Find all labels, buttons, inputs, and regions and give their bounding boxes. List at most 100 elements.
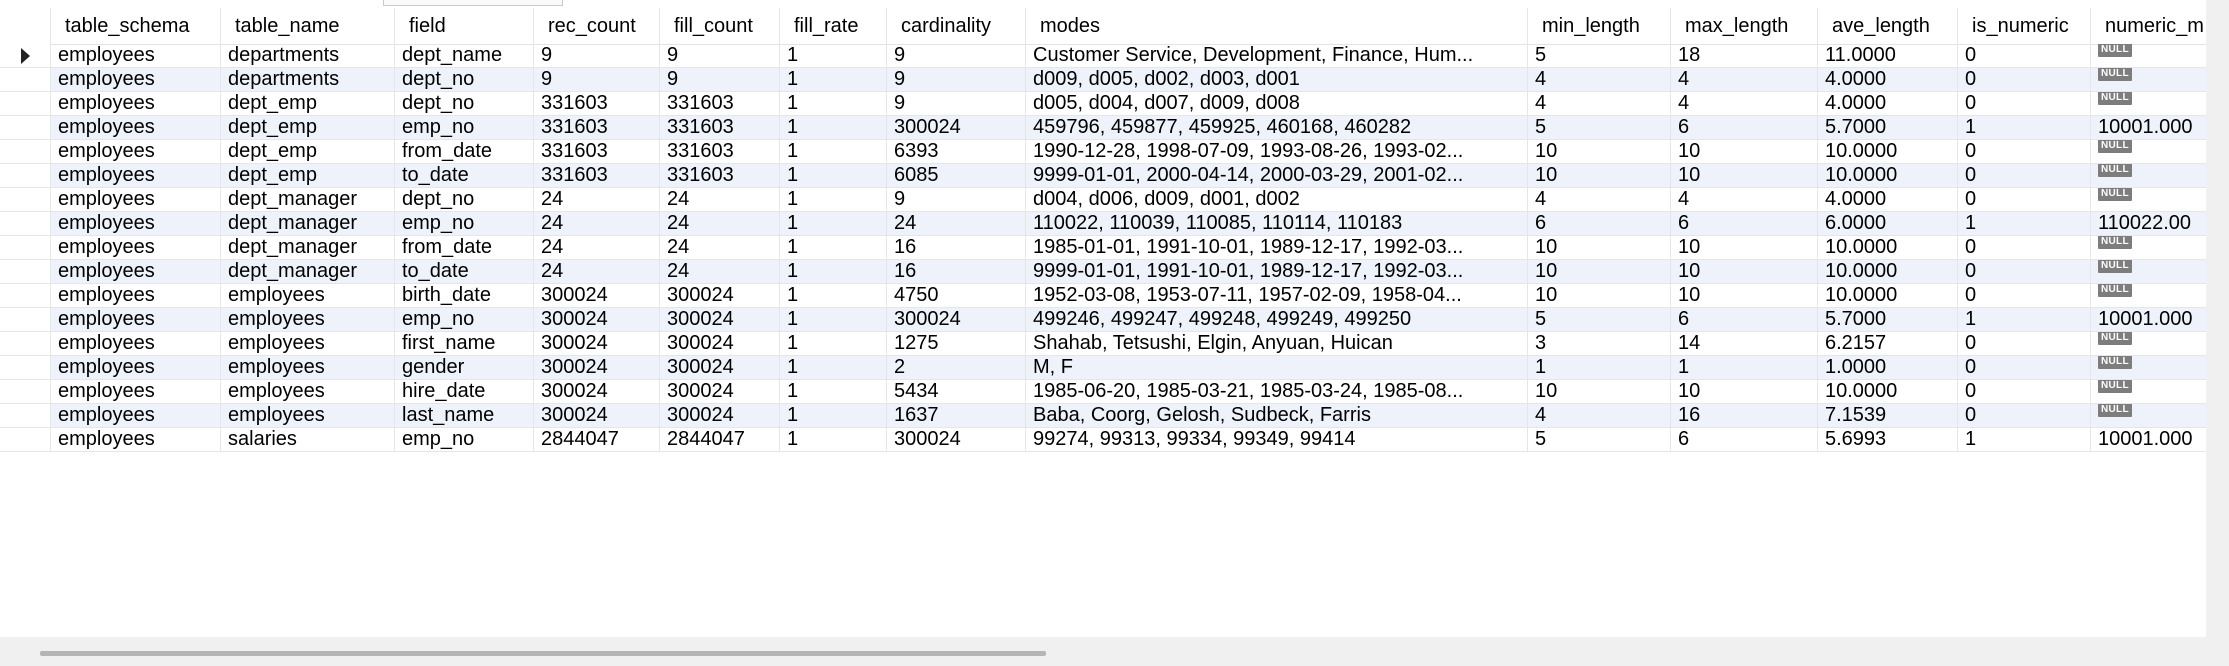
cell-cardinality[interactable]: 9 [887, 92, 1026, 116]
cell-table-schema[interactable]: employees [51, 212, 221, 236]
cell-modes[interactable]: 1952-03-08, 1953-07-11, 1957-02-09, 1958… [1026, 284, 1528, 308]
cell-table-name[interactable]: dept_manager [221, 212, 395, 236]
cell-min-length[interactable]: 1 [1528, 356, 1671, 380]
cell-max-length[interactable]: 14 [1671, 332, 1818, 356]
cell-numeric-min[interactable]: NULL [2091, 188, 2206, 212]
row-header[interactable] [0, 68, 51, 92]
cell-table-name[interactable]: employees [221, 308, 395, 332]
cell-field[interactable]: emp_no [395, 212, 534, 236]
cell-fill-count[interactable]: 24 [660, 188, 780, 212]
cell-field[interactable]: dept_no [395, 92, 534, 116]
cell-fill-count[interactable]: 2844047 [660, 428, 780, 452]
cell-table-schema[interactable]: employees [51, 116, 221, 140]
row-header[interactable] [0, 212, 51, 236]
cell-rec-count[interactable]: 300024 [534, 332, 660, 356]
cell-ave-length[interactable]: 10.0000 [1818, 236, 1958, 260]
result-grid[interactable]: table_schema table_name field rec_count … [0, 0, 2206, 637]
table-row[interactable]: employees employees emp_no 300024 300024 1 300… [0, 308, 2206, 332]
horizontal-scrollbar[interactable] [0, 637, 2206, 666]
cell-ave-length[interactable]: 5.7000 [1818, 308, 1958, 332]
cell-fill-count[interactable]: 331603 [660, 164, 780, 188]
cell-table-name[interactable]: dept_emp [221, 116, 395, 140]
cell-modes[interactable]: 1985-01-01, 1991-10-01, 1989-12-17, 1992… [1026, 236, 1528, 260]
table-row[interactable]: employees employees gender 300024 300024 1 2 M,… [0, 356, 2206, 380]
cell-field[interactable]: birth_date [395, 284, 534, 308]
cell-numeric-min[interactable]: NULL [2091, 236, 2206, 260]
cell-cardinality[interactable]: 9 [887, 44, 1026, 68]
cell-modes[interactable]: 9999-01-01, 1991-10-01, 1989-12-17, 1992… [1026, 260, 1528, 284]
row-header[interactable] [0, 116, 51, 140]
cell-modes[interactable]: 1985-06-20, 1985-03-21, 1985-03-24, 1985… [1026, 380, 1528, 404]
cell-fill-rate[interactable]: 1 [780, 308, 887, 332]
cell-max-length[interactable]: 6 [1671, 212, 1818, 236]
vertical-scrollbar-thumb[interactable] [2208, 14, 2225, 434]
cell-is-numeric[interactable]: 0 [1958, 380, 2091, 404]
column-header-table-schema[interactable]: table_schema [51, 8, 221, 44]
cell-max-length[interactable]: 10 [1671, 236, 1818, 260]
table-row[interactable]: employees dept_emp to_date 331603 331603 1 608… [0, 164, 2206, 188]
cell-min-length[interactable]: 5 [1528, 428, 1671, 452]
cell-fill-count[interactable]: 24 [660, 260, 780, 284]
cell-rec-count[interactable]: 9 [534, 68, 660, 92]
cell-table-name[interactable]: dept_manager [221, 188, 395, 212]
cell-max-length[interactable]: 10 [1671, 260, 1818, 284]
row-header[interactable] [0, 260, 51, 284]
cell-fill-count[interactable]: 331603 [660, 116, 780, 140]
column-header-is-numeric[interactable]: is_numeric [1958, 8, 2091, 44]
cell-min-length[interactable]: 10 [1528, 260, 1671, 284]
cell-table-schema[interactable]: employees [51, 380, 221, 404]
cell-max-length[interactable]: 10 [1671, 284, 1818, 308]
table-row[interactable]: employees employees birth_date 300024 300024… [0, 284, 2206, 308]
cell-numeric-min[interactable]: NULL [2091, 380, 2206, 404]
cell-cardinality[interactable]: 4750 [887, 284, 1026, 308]
cell-field[interactable]: to_date [395, 260, 534, 284]
cell-fill-rate[interactable]: 1 [780, 188, 887, 212]
cell-max-length[interactable]: 6 [1671, 116, 1818, 140]
cell-min-length[interactable]: 4 [1528, 188, 1671, 212]
cell-is-numeric[interactable]: 0 [1958, 284, 2091, 308]
cell-min-length[interactable]: 10 [1528, 140, 1671, 164]
cell-min-length[interactable]: 3 [1528, 332, 1671, 356]
cell-is-numeric[interactable]: 0 [1958, 404, 2091, 428]
cell-modes[interactable]: Shahab, Tetsushi, Elgin, Anyuan, Huican [1026, 332, 1528, 356]
cell-is-numeric[interactable]: 1 [1958, 212, 2091, 236]
cell-max-length[interactable]: 18 [1671, 44, 1818, 68]
cell-table-name[interactable]: dept_manager [221, 260, 395, 284]
cell-is-numeric[interactable]: 0 [1958, 68, 2091, 92]
cell-rec-count[interactable]: 300024 [534, 404, 660, 428]
cell-table-name[interactable]: employees [221, 380, 395, 404]
cell-table-schema[interactable]: employees [51, 332, 221, 356]
cell-ave-length[interactable]: 10.0000 [1818, 380, 1958, 404]
column-header-ave-length[interactable]: ave_length [1818, 8, 1958, 44]
cell-ave-length[interactable]: 4.0000 [1818, 92, 1958, 116]
cell-fill-count[interactable]: 300024 [660, 404, 780, 428]
cell-table-schema[interactable]: employees [51, 68, 221, 92]
cell-cardinality[interactable]: 6393 [887, 140, 1026, 164]
cell-table-name[interactable]: employees [221, 284, 395, 308]
cell-fill-count[interactable]: 300024 [660, 356, 780, 380]
cell-cardinality[interactable]: 300024 [887, 308, 1026, 332]
row-header[interactable] [0, 308, 51, 332]
row-header[interactable] [0, 404, 51, 428]
cell-numeric-min[interactable]: 10001.000 [2091, 428, 2206, 452]
cell-rec-count[interactable]: 300024 [534, 308, 660, 332]
cell-numeric-min[interactable]: NULL [2091, 404, 2206, 428]
cell-rec-count[interactable]: 331603 [534, 164, 660, 188]
cell-numeric-min[interactable]: NULL [2091, 332, 2206, 356]
cell-rec-count[interactable]: 331603 [534, 116, 660, 140]
cell-is-numeric[interactable]: 0 [1958, 164, 2091, 188]
column-header-rec-count[interactable]: rec_count [534, 8, 660, 44]
cell-ave-length[interactable]: 5.7000 [1818, 116, 1958, 140]
cell-table-name[interactable]: departments [221, 44, 395, 68]
cell-ave-length[interactable]: 10.0000 [1818, 284, 1958, 308]
cell-numeric-min[interactable]: NULL [2091, 260, 2206, 284]
cell-table-schema[interactable]: employees [51, 164, 221, 188]
cell-ave-length[interactable]: 4.0000 [1818, 68, 1958, 92]
column-header-min-length[interactable]: min_length [1528, 8, 1671, 44]
table-row[interactable]: employees departments dept_name 9 9 1 9 Custome… [0, 44, 2206, 68]
table-row[interactable]: employees employees hire_date 300024 300024 1… [0, 380, 2206, 404]
cell-table-schema[interactable]: employees [51, 404, 221, 428]
cell-cardinality[interactable]: 9 [887, 188, 1026, 212]
table-row[interactable]: employees employees last_name 300024 300024 1… [0, 404, 2206, 428]
cell-min-length[interactable]: 5 [1528, 308, 1671, 332]
